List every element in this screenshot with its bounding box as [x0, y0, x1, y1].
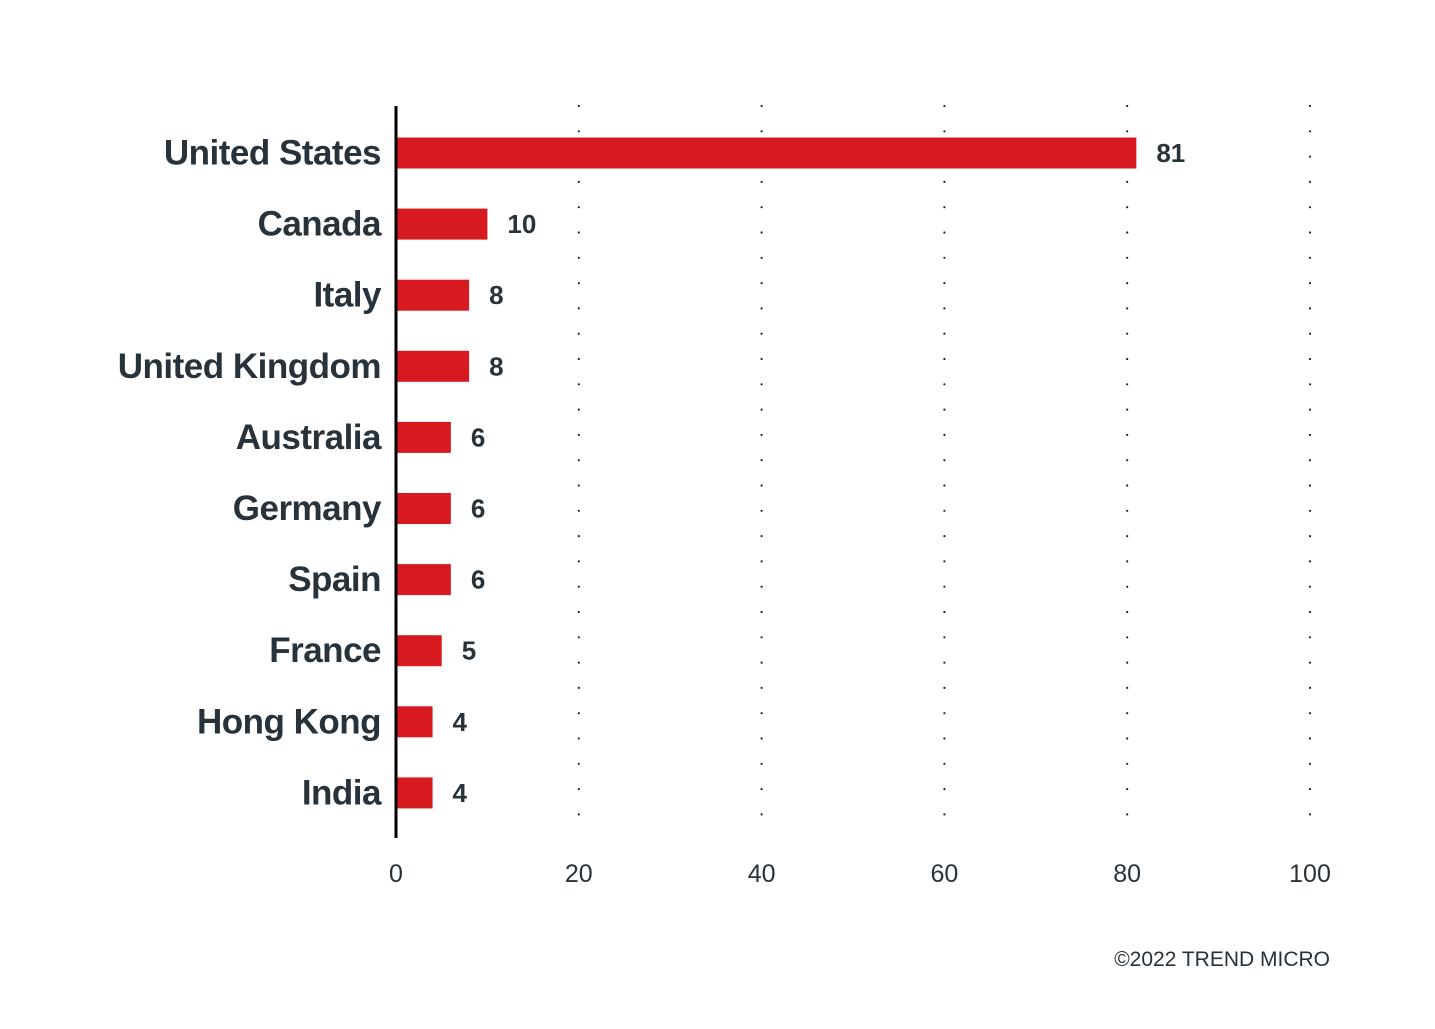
category-label: Spain	[288, 560, 381, 599]
bar	[396, 635, 442, 667]
grid-lines	[577, 104, 1312, 840]
x-tick-label: 0	[389, 860, 403, 888]
category-label: United Kingdom	[118, 347, 381, 386]
bar	[396, 350, 470, 382]
value-label: 4	[453, 778, 468, 808]
x-tick-label: 20	[565, 860, 593, 888]
x-tick-label: 40	[748, 860, 776, 888]
value-labels: 81 10 8 8 6 6 6 5 4 4	[453, 138, 1186, 808]
value-label: 6	[471, 422, 485, 452]
x-tick-label: 100	[1289, 860, 1331, 888]
category-label: Italy	[313, 276, 382, 315]
x-axis-tick-labels: 0 20 40 60 80 100	[389, 860, 1331, 888]
value-label: 81	[1156, 138, 1185, 168]
bar	[396, 564, 451, 596]
value-label: 4	[453, 707, 468, 737]
category-label: France	[269, 631, 381, 670]
bar	[396, 137, 1137, 169]
value-label: 5	[462, 636, 476, 666]
category-label: India	[302, 773, 382, 812]
category-label: Hong Kong	[197, 702, 381, 741]
category-labels: United States Canada Italy United Kingdom Au…	[118, 134, 383, 813]
bars	[396, 137, 1137, 809]
bar	[396, 279, 470, 311]
bar	[396, 706, 433, 738]
x-tick-label: 80	[1113, 860, 1141, 888]
value-label: 10	[507, 209, 536, 239]
value-label: 8	[489, 351, 503, 381]
category-label: Canada	[258, 205, 382, 244]
value-label: 8	[489, 280, 503, 310]
bar	[396, 421, 451, 453]
category-label: United States	[164, 134, 381, 173]
bar	[396, 208, 488, 240]
category-label: Australia	[236, 418, 382, 457]
copyright-credit: ©2022 TREND MICRO	[1114, 948, 1330, 971]
value-label: 6	[471, 565, 485, 595]
x-tick-label: 60	[930, 860, 958, 888]
category-label: Germany	[233, 489, 382, 528]
value-label: 6	[471, 494, 485, 524]
bar	[396, 493, 451, 524]
bar	[396, 777, 433, 809]
